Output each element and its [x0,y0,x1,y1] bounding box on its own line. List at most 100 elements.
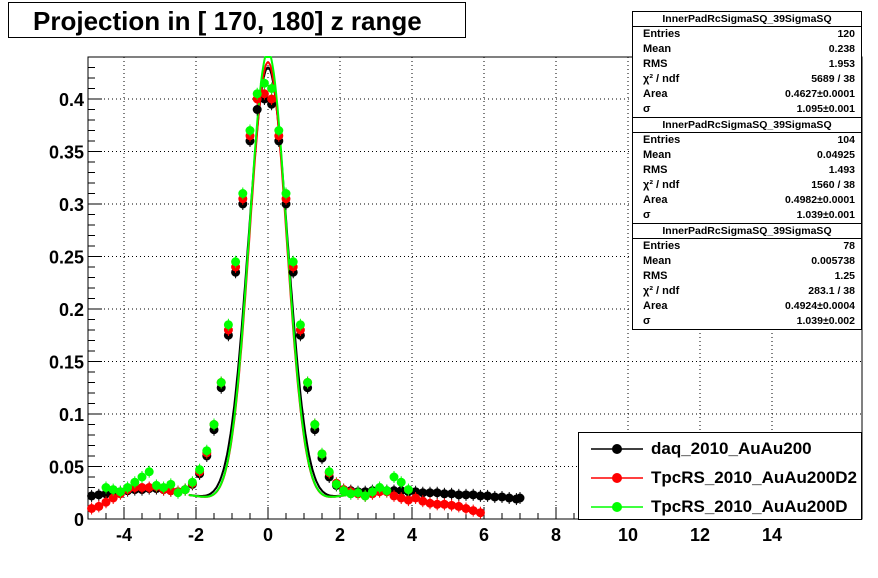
stats-value-rms: 1.493 [828,164,855,176]
data-point-series-3 [209,420,219,429]
x-tick-label: -4 [116,525,132,545]
y-tick-label: 0.35 [49,143,84,163]
data-point-series-3 [303,378,313,387]
data-point-series-3 [281,189,291,198]
stats-value-area: 0.4627±0.0001 [785,88,855,100]
stats-header: InnerPadRcSigmaSQ_39SigmaSQ [633,224,861,239]
stats-label-entries: Entries [643,28,681,40]
stats-value-chi2: 5689 / 38 [811,73,855,85]
data-point-series-2 [267,94,277,104]
x-tick-label: 2 [335,525,345,545]
data-point-series-2 [425,498,435,508]
data-point-series-3 [310,420,320,429]
stats-label-chi2: χ² / ndf [643,285,680,297]
data-point-series-2 [432,499,442,509]
x-tick-label: 12 [690,525,710,545]
data-point-series-3 [187,477,197,487]
data-point-series-3 [252,89,262,99]
legend-label: TpcRS_2010_AuAu200D2 [651,468,857,487]
data-point-series-3 [324,467,334,477]
data-point-series-2 [461,504,471,513]
stats-label-sigma: σ [643,103,651,115]
data-point-series-3 [166,479,176,489]
data-point-series-2 [137,483,147,492]
data-point-series-1 [396,486,406,496]
data-point-series-1 [425,488,435,498]
data-point-series-2 [447,500,457,510]
stats-value-mean: 0.238 [828,43,855,55]
y-tick-label: 0.25 [49,248,84,268]
stats-value-entries: 78 [843,240,855,252]
data-point-series-3 [367,487,377,497]
stats-box-daq: InnerPadRcSigmaSQ_39SigmaSQ Entries 120 M… [632,11,862,118]
stats-label-rms: RMS [643,58,668,70]
data-point-series-3 [375,483,385,492]
legend-entry-d2: TpcRS_2010_AuAu200D2 [579,463,863,492]
data-point-series-3 [151,480,161,490]
stats-label-rms: RMS [643,164,668,176]
data-point-series-3 [216,378,226,387]
y-tick-label: 0.05 [49,458,84,478]
x-tick-label: 8 [551,525,561,545]
stats-value-sigma: 1.039±0.002 [796,315,855,327]
data-point-series-1 [468,490,478,500]
data-point-series-1 [252,105,262,114]
y-tick-label: 0.3 [59,195,84,215]
data-point-series-3 [195,465,205,475]
data-point-series-3 [115,487,125,497]
data-point-series-3 [101,483,111,492]
fit-curve-1 [188,66,347,497]
legend-entry-daq: daq_2010_AuAu200 [579,434,863,463]
data-point-series-2 [396,493,406,503]
chart-title: Projection in [ 170, 180] z range [33,6,422,36]
stats-label-sigma: σ [643,315,651,327]
data-point-series-3 [331,479,341,489]
data-point-series-3 [396,477,406,487]
legend-label: daq_2010_AuAu200 [651,439,812,458]
stats-value-mean: 0.04925 [817,149,855,161]
data-point-series-1 [497,492,507,502]
stats-label-mean: Mean [643,255,672,267]
stats-value-entries: 104 [837,134,855,146]
data-point-series-1 [411,487,421,497]
data-point-series-2 [454,501,464,511]
y-tick-label: 0.15 [49,353,84,373]
data-point-series-2 [475,508,485,518]
data-point-series-1 [439,489,449,499]
stats-value-rms: 1.25 [834,270,855,282]
stats-value-chi2: 1560 / 38 [811,179,855,191]
y-tick-label: 0 [74,510,84,530]
stats-label-mean: Mean [643,43,672,55]
stats-label-chi2: χ² / ndf [643,73,680,85]
stats-label-entries: Entries [643,134,681,146]
data-point-series-3 [144,467,154,477]
data-point-series-3 [159,483,169,492]
data-point-series-3 [403,485,413,495]
x-tick-label: -2 [188,525,204,545]
data-point-series-3 [317,449,327,459]
stats-value-area: 0.4924±0.0004 [785,300,855,312]
stats-value-sigma: 1.095±0.001 [796,103,855,115]
data-point-series-3 [339,486,349,496]
data-point-series-3 [202,446,212,456]
data-point-series-3 [389,472,399,482]
legend-marker-icon [591,444,643,454]
data-point-series-3 [231,257,241,267]
stats-header: InnerPadRcSigmaSQ_39SigmaSQ [633,12,861,27]
stats-value-mean: 0.005738 [811,255,855,267]
data-point-series-2 [94,501,104,511]
data-point-series-2 [144,483,154,492]
data-point-series-1 [490,492,500,502]
data-point-series-3 [259,78,269,88]
data-point-series-2 [468,506,478,516]
y-tick-label: 0.1 [59,405,84,425]
data-point-series-3 [382,486,392,496]
data-point-series-1 [447,489,457,499]
data-point-series-3 [360,491,370,501]
data-point-series-3 [123,483,133,492]
data-point-series-1 [515,493,525,503]
stats-value-rms: 1.953 [828,58,855,70]
y-tick-label: 0.4 [59,90,84,110]
data-point-series-3 [130,477,140,487]
data-point-series-1 [87,491,97,501]
